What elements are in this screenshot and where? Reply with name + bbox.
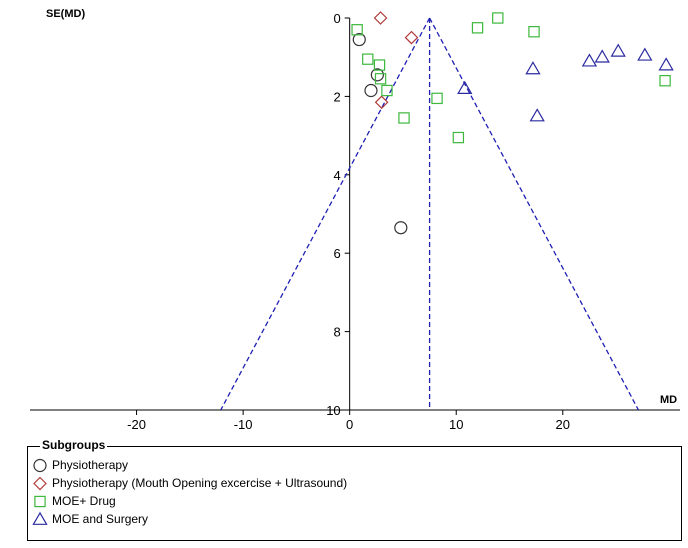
funnel-upper-limit: [429, 17, 640, 411]
legend-symbol: [32, 511, 48, 525]
y-tick-label: 2: [333, 89, 340, 104]
legend-marker-triangle: [32, 511, 48, 525]
funnel-lower-limit: [220, 17, 431, 411]
data-point-triangle: [529, 108, 545, 122]
legend-marker-square: [34, 495, 46, 508]
series-triangle: [457, 43, 674, 122]
data-point-square: [452, 131, 465, 144]
y-tick-label: 6: [333, 246, 340, 261]
legend-item: Physiotherapy (Mouth Opening excercise +…: [32, 475, 347, 491]
x-tick-label: 0: [346, 417, 353, 432]
legend-item: Physiotherapy: [32, 457, 128, 473]
legend-label: MOE+ Drug: [52, 494, 116, 508]
y-tick-label: 0: [333, 11, 340, 26]
data-point-square: [492, 12, 504, 24]
legend-label: Physiotherapy: [52, 458, 129, 472]
data-point-diamond: [404, 30, 419, 45]
legend-symbol: [33, 476, 47, 491]
series-circle: [352, 32, 408, 235]
data-point-square: [398, 112, 410, 124]
legend-item: MOE+ Drug: [32, 493, 116, 509]
x-tick-label: 20: [556, 417, 570, 432]
x-tick-label: -10: [234, 417, 253, 432]
data-point-square: [528, 26, 540, 38]
data-point-square: [381, 84, 393, 97]
y-axis-title: SE(MD): [46, 8, 85, 20]
y-tick-label: 8: [333, 325, 340, 340]
legend-label: Physiotherapy (Mouth Opening excercise +…: [52, 476, 348, 490]
funnel-plot: -20 -10 0 10 20 0 2 4 6 8 10 SE(MD) MD: [30, 8, 680, 432]
data-point-triangle: [594, 49, 610, 63]
funnel-lines: [220, 17, 640, 411]
data-point-square: [362, 53, 374, 65]
data-point-square: [351, 24, 363, 36]
data-point-triangle: [581, 53, 598, 67]
legend-title: Subgroups: [40, 438, 108, 452]
legend-symbol: [33, 458, 47, 473]
series-diamond: [373, 11, 419, 110]
data-point-square: [431, 92, 443, 105]
data-point-square: [374, 73, 387, 85]
data-point-triangle: [637, 47, 653, 61]
data-point-triangle: [457, 80, 473, 94]
data-point-circle: [364, 83, 378, 98]
data-point-triangle: [610, 43, 626, 57]
x-tick-label: -20: [127, 417, 146, 432]
data-point-circle: [370, 68, 384, 82]
plot-axes: -20 -10 0 10 20 0 2 4 6 8 10: [30, 11, 680, 432]
data-point-square: [471, 22, 484, 34]
legend: Subgroups Physiotherapy Physiotherapy (Mo…: [27, 438, 682, 541]
y-tick-label: 10: [326, 403, 340, 418]
data-point-diamond: [373, 11, 388, 25]
legend-marker-diamond: [33, 476, 47, 491]
y-tick-label: 4: [333, 168, 340, 183]
data-point-circle: [394, 221, 408, 235]
data-point-square: [373, 59, 386, 71]
x-axis-title: MD: [660, 394, 677, 406]
legend-label: MOE and Surgery: [52, 512, 149, 526]
data-points: [351, 11, 674, 235]
legend-symbol: [34, 495, 46, 508]
legend-marker-circle: [33, 458, 47, 473]
data-point-circle: [352, 32, 366, 47]
data-point-triangle: [658, 57, 674, 71]
data-point-diamond: [374, 95, 389, 110]
series-square: [351, 12, 671, 144]
x-tick-label: 10: [449, 417, 463, 432]
data-point-triangle: [525, 61, 541, 75]
data-point-square: [659, 75, 671, 87]
legend-item: MOE and Surgery: [32, 511, 148, 527]
